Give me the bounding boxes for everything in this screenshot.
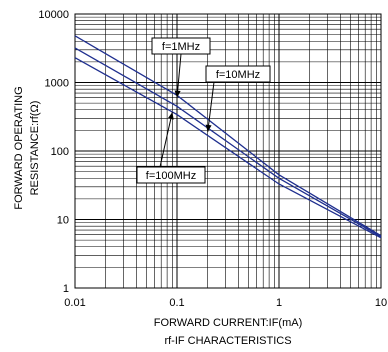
annotation-arrow [159,111,173,168]
y-tick-label: 10 [57,215,69,227]
chart-title: rf-IF CHARACTERISTICS [164,335,291,347]
series-line-2 [74,47,382,238]
y-tick-label: 100 [51,146,69,158]
annotation-box [151,37,211,55]
plot-frame [74,13,382,289]
x-tick-label: 1 [276,297,282,309]
annotation-label: f=10MHz [216,69,260,81]
x-tick-label: 0.1 [169,297,184,309]
x-tick-labels: 0.01 0.1 1 10 [64,297,387,309]
annotation-label: f=100MHz [146,170,196,182]
series-group [74,35,382,239]
grid [74,13,382,289]
y-axis-label-line1: FORWARD OPERATING [13,86,25,209]
x-tick-label: 0.01 [64,297,85,309]
series-line-3 [74,57,382,239]
x-tick-label: 10 [375,297,387,309]
annotation-label: f=1MHz [162,41,200,53]
annotations-group: f=1MHz f=10MHz f=100MHz [136,37,271,184]
annotation-box [205,65,271,83]
arrowhead [167,112,174,120]
series-line-1 [74,35,382,237]
arrowhead [174,90,181,98]
y-axis-label-line2: RESISTANCE:rf(Ω) [29,101,41,196]
x-axis-label: FORWARD CURRENT:IF(mA) [154,317,303,329]
y-tick-label: 1000 [45,78,69,90]
y-tick-label: 10000 [38,9,69,21]
y-tick-labels: 1 10 100 1000 10000 [38,9,69,295]
annotation-box [136,166,206,184]
annotation-arrow [176,53,182,98]
arrowhead [205,124,212,132]
y-tick-label: 1 [63,283,69,295]
annotation-arrow [207,81,215,132]
